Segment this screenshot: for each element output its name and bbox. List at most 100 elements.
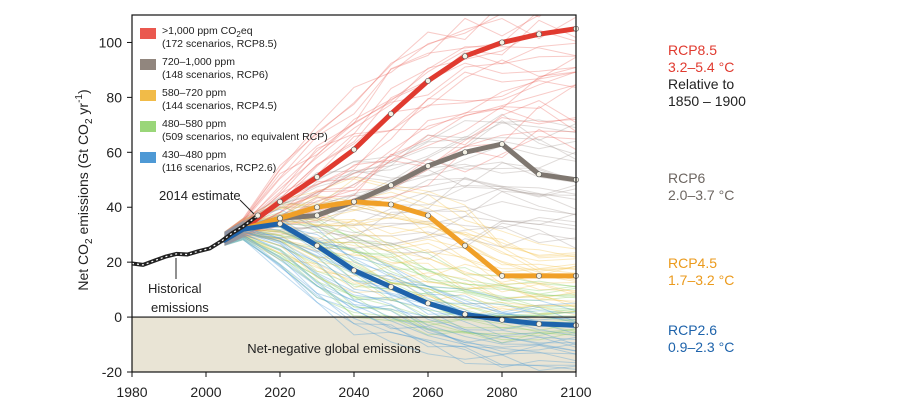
data-point-rcp26 [425, 300, 431, 307]
label-rcp26: RCP2.6 0.9–2.3 °C [668, 322, 734, 356]
y-tick-label: 0 [114, 309, 122, 325]
scenario-line-rcp4-5 [224, 233, 576, 309]
data-point-rcp26 [351, 267, 357, 274]
scenario-line-480-580 [224, 214, 576, 299]
x-tick-label: 2020 [264, 384, 295, 400]
scenario-line-480-580 [224, 228, 576, 315]
scenario-line-rcp4-5 [224, 230, 576, 296]
data-point-rcp45 [277, 215, 283, 222]
legend-label-line1: 580–720 ppm [162, 87, 226, 99]
label-rcp85-range: 3.2–5.4 °C [668, 59, 735, 75]
data-point-rcp45 [499, 272, 505, 279]
y-tick-label: 100 [99, 34, 123, 50]
scenario-line-rcp8-5 [224, 15, 501, 234]
scenario-line-rcp2-6 [224, 232, 576, 344]
scenario-line-rcp6 [224, 222, 576, 254]
scenario-line-480-580 [224, 235, 576, 332]
label-rcp85-note2: 1850 – 1900 [668, 93, 746, 109]
estimate-point [254, 212, 261, 219]
y-tick-label: -20 [102, 364, 122, 380]
scenario-line-rcp4-5 [224, 236, 576, 318]
scenario-line-rcp8-5 [224, 19, 576, 236]
x-tick-label: 2080 [486, 384, 517, 400]
scenario-line-rcp2-6 [224, 235, 576, 355]
label-rcp26-range: 0.9–2.3 °C [668, 339, 735, 355]
scenario-line-rcp8-5 [224, 15, 536, 235]
scenario-line-480-580 [224, 231, 576, 317]
y-tick-label: 40 [106, 199, 122, 215]
data-point-rcp85 [536, 31, 542, 38]
legend: >1,000 ppm CO2eq(172 scenarios, RCP8.5) 7… [140, 25, 328, 174]
scenario-line-rcp4-5 [224, 234, 576, 311]
scenario-line-rcp4-5 [224, 229, 576, 291]
scenario-line-rcp8-5 [224, 15, 542, 233]
label-rcp45-title: RCP4.5 [668, 255, 718, 271]
x-tick-label: 2100 [560, 384, 591, 400]
scenario-line-rcp4-5 [224, 231, 576, 300]
data-point-rcp26 [314, 242, 320, 249]
scenario-line-rcp8-5 [224, 16, 576, 235]
scenario-line-rcp8-5 [224, 15, 543, 234]
scenario-line-rcp2-6 [224, 238, 576, 372]
legend-swatch [140, 28, 156, 39]
scenario-line-rcp8-5 [224, 107, 576, 243]
data-point-rcp85 [499, 39, 505, 46]
legend-swatch [140, 152, 156, 163]
scenario-line-480-580 [224, 237, 576, 338]
data-point-rcp6 [314, 212, 320, 219]
scenario-line-rcp6 [224, 122, 576, 235]
x-tick-label: 1980 [116, 384, 147, 400]
scenario-line-rcp8-5 [224, 80, 576, 242]
scenario-line-rcp4-5 [224, 228, 576, 283]
scenario-line-rcp2-6 [224, 237, 576, 366]
label-rcp45: RCP4.5 1.7–3.2 °C [668, 255, 734, 289]
label-rcp6-range: 2.0–3.7 °C [668, 187, 735, 203]
label-rcp26-title: RCP2.6 [668, 322, 718, 338]
scenario-line-rcp4-5 [224, 227, 576, 285]
scenario-line-rcp2-6 [224, 228, 576, 341]
scenario-line-480-580 [224, 236, 576, 333]
estimate-pointer [239, 199, 255, 215]
y-axis-label: Net CO2 emissions (Gt CO2 yr-1) [74, 89, 95, 290]
scenario-line-rcp2-6 [224, 229, 576, 346]
scenario-line-rcp4-5 [224, 235, 576, 316]
historical-line-dash [132, 215, 259, 266]
data-point-rcp26 [388, 283, 394, 290]
legend-label-line2: (116 scenarios, RCP2.6) [162, 162, 276, 174]
data-point-rcp85 [277, 198, 283, 205]
x-tick-label: 2040 [338, 384, 369, 400]
legend-label-line2: (172 scenarios, RCP8.5) [162, 38, 277, 50]
legend-swatch [140, 121, 156, 132]
scenario-line-rcp2-6 [224, 237, 576, 368]
scenario-line-rcp2-6 [224, 231, 576, 345]
historical-label-line1: Historical [148, 281, 202, 296]
scenario-line-rcp4-5 [224, 232, 576, 302]
data-point-rcp45 [536, 272, 542, 279]
scenario-line-rcp2-6 [224, 230, 576, 348]
scenario-line-rcp4-5 [224, 235, 576, 310]
legend-swatch [140, 59, 156, 70]
data-point-rcp45 [462, 242, 468, 249]
label-rcp6: RCP6 2.0–3.7 °C [668, 170, 734, 204]
label-rcp85: RCP8.5 3.2–5.4 °C Relative to 1850 – 190… [668, 42, 746, 110]
data-point-rcp26 [462, 311, 468, 318]
scenario-line-rcp8-5 [224, 128, 576, 246]
scenario-line-rcp2-6 [224, 224, 576, 316]
data-point-rcp85 [314, 174, 320, 180]
scenario-line-rcp6 [224, 216, 576, 244]
scenario-line-480-580 [224, 228, 576, 311]
net-negative-label: Net-negative global emissions [247, 341, 421, 356]
data-point-rcp6 [499, 141, 505, 147]
scenario-line-rcp4-5 [224, 195, 576, 257]
scenario-line-rcp2-6 [224, 239, 576, 370]
scenario-line-rcp2-6 [224, 236, 576, 362]
estimate-label: 2014 estimate [159, 188, 241, 203]
net-negative-region [132, 317, 576, 372]
data-point-rcp85 [351, 146, 357, 153]
scenario-line-480-580 [224, 234, 576, 331]
scenario-line-480-580 [224, 239, 576, 344]
data-point-rcp6 [388, 182, 394, 189]
data-point-rcp6 [536, 171, 542, 178]
scenario-line-rcp6 [224, 119, 576, 233]
scenario-line-rcp8-5 [224, 84, 576, 242]
